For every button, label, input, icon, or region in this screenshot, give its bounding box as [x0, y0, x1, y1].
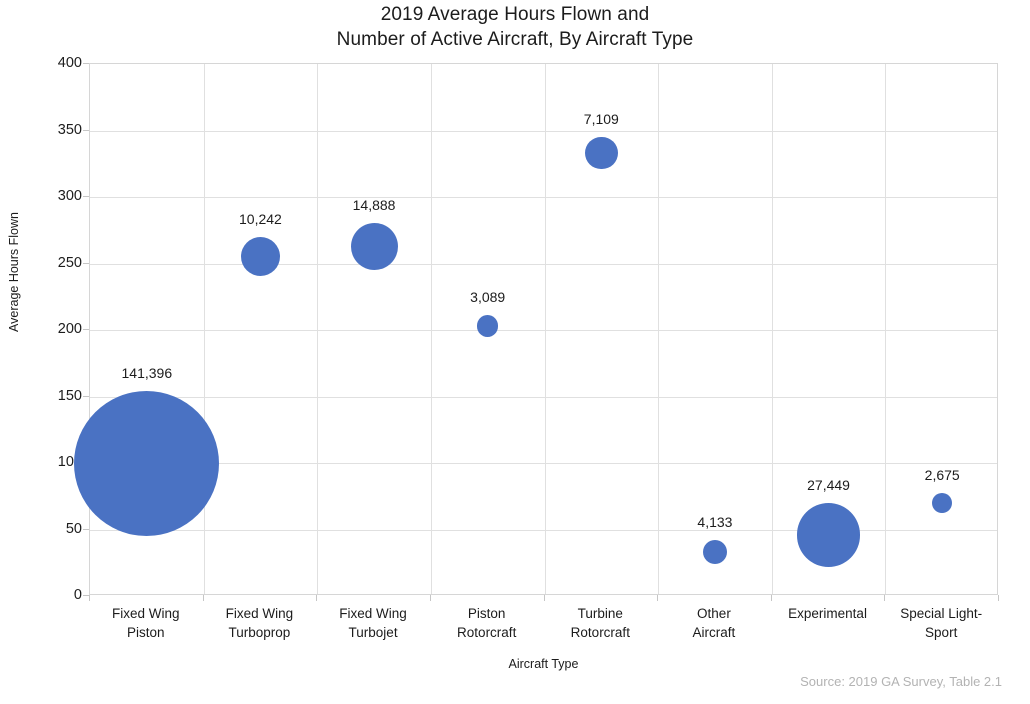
- y-axis-tick-label: 150: [57, 387, 82, 404]
- bubble-point[interactable]: [350, 222, 398, 270]
- gridline-horizontal: [90, 263, 997, 265]
- y-axis-tick-mark: [83, 196, 89, 197]
- bubble-data-label: 14,888: [352, 196, 396, 213]
- y-axis-title: Average Hours Flown: [7, 212, 21, 332]
- gridline-horizontal: [90, 197, 997, 198]
- y-axis-tick-mark: [83, 329, 89, 330]
- x-axis-tick-mark: [884, 595, 886, 601]
- bubble-data-label: 3,089: [470, 289, 506, 306]
- bubble-point[interactable]: [932, 492, 953, 513]
- bubble-data-label: 2,675: [924, 466, 960, 483]
- gridline-vertical: [771, 64, 773, 594]
- gridline-vertical: [317, 64, 319, 594]
- x-axis-tick-label: Piston Rotorcraft: [457, 606, 517, 640]
- x-axis-tick-mark: [316, 595, 318, 601]
- bubble-point[interactable]: [796, 502, 861, 567]
- y-axis-tick-label: 300: [57, 188, 82, 204]
- gridline-horizontal: [90, 330, 997, 331]
- gridline-horizontal: [90, 130, 997, 132]
- chart-title: 2019 Average Hours Flown and Number of A…: [336, 4, 694, 50]
- gridline-horizontal: [90, 463, 997, 464]
- y-axis-tick-label: 100: [57, 454, 82, 470]
- x-axis-tick-mark: [202, 595, 204, 601]
- x-axis-tick-label: Experimental: [788, 606, 867, 621]
- y-axis-tick-label: 400: [57, 55, 82, 71]
- y-axis-tick-mark: [83, 63, 89, 64]
- y-axis-tick-label: 250: [57, 254, 82, 271]
- y-axis-tick-label: 0: [73, 587, 82, 603]
- gridline-vertical: [544, 64, 546, 594]
- bubble-data-label: 7,109: [583, 110, 619, 127]
- y-axis-tick-mark: [83, 595, 89, 596]
- bubble-data-label: 141,396: [121, 364, 173, 381]
- x-axis-tick-label: Special Light- Sport: [900, 606, 983, 640]
- y-axis-tick-mark: [83, 262, 89, 264]
- plot-area: 141,396 10,242 14,888 3,089 7,109 4,133 27,449…: [74, 63, 998, 595]
- x-axis-tick-label: Other Aircraft: [692, 606, 736, 640]
- gridline-horizontal: [90, 396, 997, 398]
- x-axis-tick-label: Fixed Wing Piston: [112, 606, 180, 640]
- bubble-point[interactable]: [74, 390, 220, 536]
- bubble-data-label: 10,242: [239, 211, 282, 228]
- y-axis-tick-labels: 0 50 100 150 200 250 300 350 400: [12, 55, 82, 603]
- x-axis-title: Aircraft Type: [508, 657, 579, 671]
- bubble-point[interactable]: [476, 315, 499, 337]
- bubble-point[interactable]: [702, 539, 728, 565]
- y-axis-tick-label: 200: [57, 321, 82, 337]
- gridline-vertical: [430, 64, 432, 594]
- y-axis-tick-mark: [83, 395, 89, 397]
- source-note: Source: 2019 GA Survey, Table 2.1: [800, 674, 1002, 689]
- y-axis-tick-label: 50: [65, 520, 82, 537]
- x-axis-tick-mark: [657, 595, 659, 601]
- y-axis-tick-label: 350: [57, 121, 82, 138]
- x-axis-tick-label: Fixed Wing Turbojet: [339, 606, 407, 640]
- x-axis-tick-label: Turbine Rotorcraft: [570, 606, 630, 640]
- gridline-vertical: [885, 64, 887, 594]
- bubble-data-label: 27,449: [807, 476, 850, 493]
- gridline-horizontal: [90, 529, 997, 531]
- gridline-vertical: [658, 64, 660, 594]
- bubble-point[interactable]: [585, 136, 618, 170]
- y-axis-tick-mark: [83, 528, 89, 530]
- x-axis-tick-mark: [429, 595, 431, 601]
- gridline-vertical: [203, 64, 205, 594]
- x-axis-tick-mark: [543, 595, 545, 601]
- bubble-point[interactable]: [240, 237, 280, 277]
- x-axis-tick-mark: [770, 595, 772, 601]
- x-axis-tick-mark: [89, 595, 90, 601]
- y-axis-tick-mark: [83, 129, 89, 131]
- bubble-data-label: 4,133: [697, 513, 733, 530]
- x-axis-tick-label: Fixed Wing Turboprop: [225, 606, 294, 640]
- x-axis-tick-mark: [998, 595, 999, 601]
